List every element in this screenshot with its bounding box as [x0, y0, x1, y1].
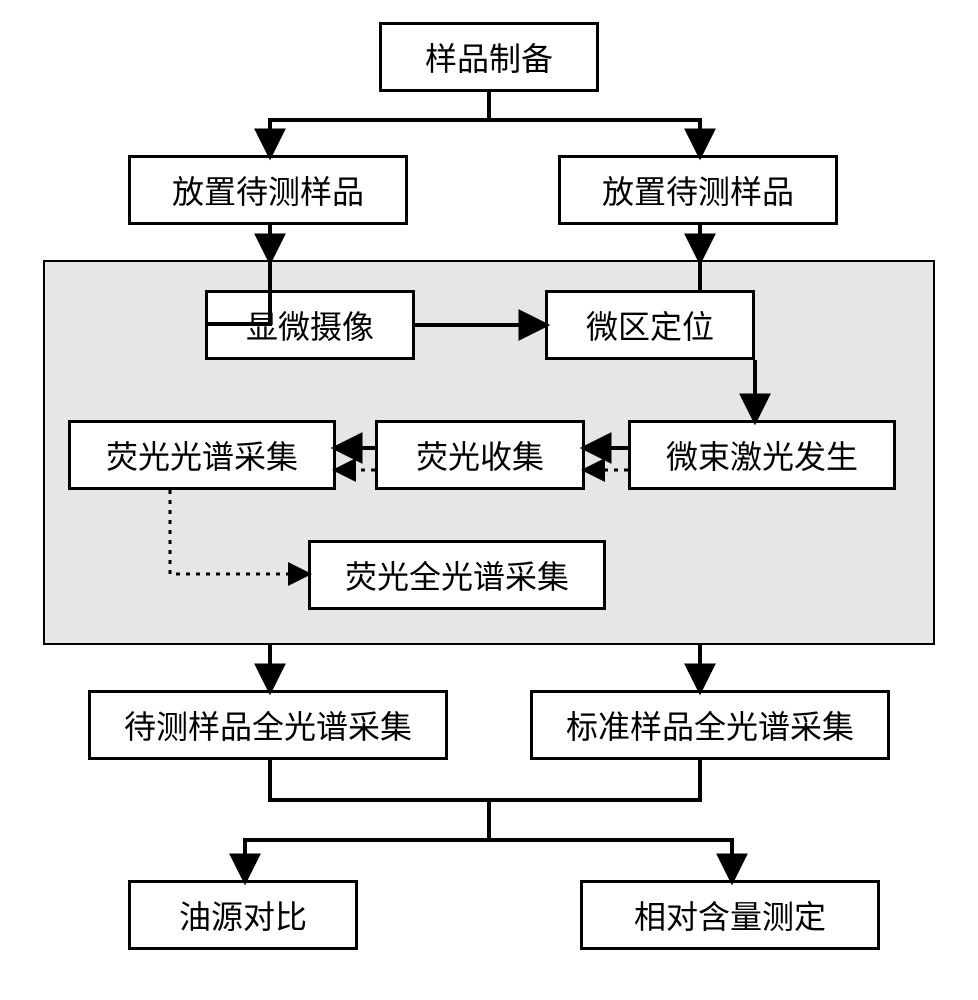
node-fluor-collection: 荧光收集 — [375, 420, 585, 490]
node-label: 荧光光谱采集 — [106, 432, 298, 478]
node-label: 标准样品全光谱采集 — [566, 702, 854, 748]
node-label: 显微摄像 — [246, 302, 374, 348]
node-label: 荧光全光谱采集 — [345, 552, 569, 598]
node-label: 微束激光发生 — [666, 432, 858, 478]
node-label: 放置待测样品 — [172, 167, 364, 213]
node-fluor-spectrum: 荧光光谱采集 — [68, 420, 336, 490]
node-label: 待测样品全光谱采集 — [124, 702, 412, 748]
node-micro-imaging: 显微摄像 — [205, 290, 415, 360]
node-label: 荧光收集 — [416, 432, 544, 478]
node-label: 样品制备 — [425, 34, 553, 80]
node-label: 放置待测样品 — [602, 167, 794, 213]
node-sample-full-spec: 待测样品全光谱采集 — [88, 690, 448, 760]
node-micro-positioning: 微区定位 — [545, 290, 755, 360]
node-relative-content: 相对含量测定 — [580, 880, 880, 950]
node-standard-full-spec: 标准样品全光谱采集 — [530, 690, 890, 760]
node-micro-laser: 微束激光发生 — [628, 420, 896, 490]
node-sample-prep: 样品制备 — [379, 22, 599, 92]
node-label: 油源对比 — [179, 892, 307, 938]
node-full-spectrum: 荧光全光谱采集 — [308, 540, 606, 610]
node-label: 相对含量测定 — [634, 892, 826, 938]
node-label: 微区定位 — [586, 302, 714, 348]
node-oil-source-compare: 油源对比 — [128, 880, 358, 950]
node-place-sample-right: 放置待测样品 — [558, 155, 838, 225]
node-place-sample-left: 放置待测样品 — [128, 155, 408, 225]
